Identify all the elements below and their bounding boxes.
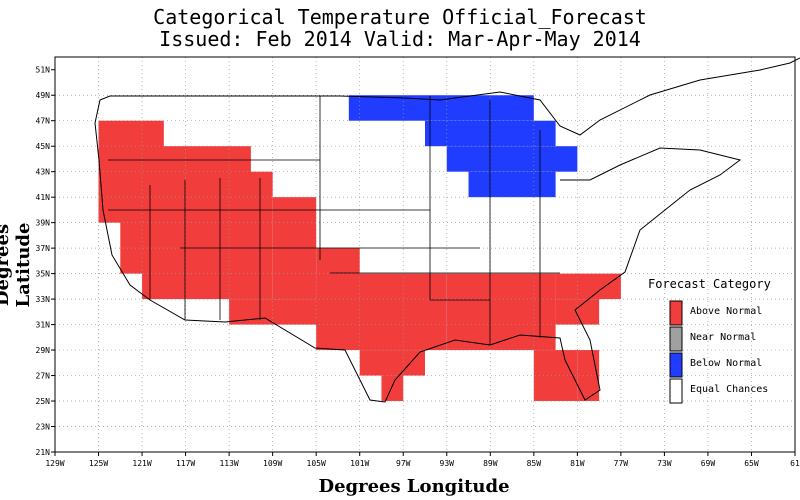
region-above-normal <box>555 273 621 300</box>
legend-title: Forecast Category <box>648 277 771 291</box>
y-tick-label: 25N <box>36 397 51 406</box>
region-below-normal <box>348 95 534 121</box>
region-above-normal <box>142 171 273 300</box>
region-below-normal <box>446 146 578 172</box>
plot-border <box>54 56 796 453</box>
x-tick-label: 93W <box>440 459 455 468</box>
x-tick-label: 61 <box>790 459 800 468</box>
y-tick-label: 21N <box>36 448 51 457</box>
x-tick-label: 73W <box>657 459 672 468</box>
legend-swatch-below-normal <box>669 352 683 378</box>
y-tick-label: 31N <box>36 321 51 330</box>
x-tick-label: 105W <box>307 459 326 468</box>
legend-label-below-normal: Below Normal <box>690 358 763 369</box>
y-tick-label: 45N <box>36 142 51 151</box>
x-tick-label: 69W <box>701 459 716 468</box>
x-tick-label: 81W <box>570 459 585 468</box>
x-tick-label: 113W <box>219 459 238 468</box>
y-tick-label: 41N <box>36 193 51 202</box>
x-tick-label: 89W <box>483 459 498 468</box>
y-tick-label: 47N <box>36 117 51 126</box>
x-tick-label: 65W <box>744 459 759 468</box>
us-outline <box>94 57 800 403</box>
x-tick-label: 101W <box>350 459 369 468</box>
y-tick-label: 51N <box>36 66 51 75</box>
x-tick-label: 121W <box>132 459 151 468</box>
y-tick-label: 39N <box>36 219 51 228</box>
region-above-normal <box>577 350 600 402</box>
x-tick-label: 85W <box>527 459 542 468</box>
legend-label-above-normal: Above Normal <box>690 306 763 317</box>
chart-title: Categorical Temperature Official_Forecas… <box>153 5 647 29</box>
region-above-normal <box>359 350 425 376</box>
x-tick-label: 109W <box>263 459 282 468</box>
y-tick-label: 35N <box>36 270 51 279</box>
x-tick-label: 129W <box>45 459 64 468</box>
y-tick-label: 27N <box>36 372 51 381</box>
x-tick-label: 77W <box>614 459 629 468</box>
x-tick-labels: 129W 125W 121W 117W 113W 109W 105W 101W 97W 93W 89… <box>45 452 800 468</box>
y-tick-labels: 51N 49N 47N 45N 43N 41N 39N 37N 35N 33N 31N 29N 27N 2… <box>36 66 55 457</box>
y-tick-label: 33N <box>36 295 51 304</box>
y-tick-label: 29N <box>36 346 51 355</box>
x-tick-label: 117W <box>176 459 195 468</box>
x-tick-label: 125W <box>89 459 108 468</box>
region-above-normal <box>316 273 447 351</box>
legend-swatch-equal-chances <box>669 378 683 404</box>
region-above-normal <box>381 375 404 402</box>
x-tick-label: 97W <box>396 459 411 468</box>
y-tick-label: 23N <box>36 423 51 432</box>
state-lines <box>108 96 560 345</box>
plot-frame <box>54 56 796 453</box>
legend-swatches <box>669 300 683 404</box>
region-above-normal <box>446 273 556 351</box>
y-tick-label: 37N <box>36 244 51 253</box>
y-axis-label: Degrees Latitude <box>0 222 34 308</box>
legend-label-near-normal: Near Normal <box>690 332 757 343</box>
legend-swatch-above-normal <box>669 300 683 326</box>
region-above-normal <box>555 299 600 325</box>
y-tick-label: 49N <box>36 91 51 100</box>
legend-swatch-near-normal <box>669 326 683 352</box>
y-tick-label: 43N <box>36 168 51 177</box>
x-axis-label: Degrees Longitude <box>318 476 510 497</box>
chart-subtitle: Issued: Feb 2014 Valid: Mar-Apr-May 2014 <box>159 27 641 51</box>
region-below-normal <box>468 171 556 198</box>
coastline-path <box>94 57 800 136</box>
legend-label-equal-chances: Equal Chances <box>690 384 769 395</box>
